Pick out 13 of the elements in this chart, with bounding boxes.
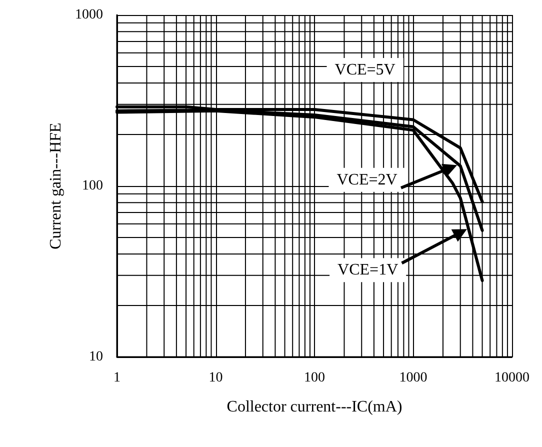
annotation: VCE=2V [336,171,398,188]
y-tick-label: 10 [89,350,103,364]
y-axis-title: Current gain---HFE [48,122,65,250]
x-axis-title: Collector current---IC(mA) [226,398,402,416]
x-tick-label: 1000 [399,370,428,386]
y-tick-label: 1000 [75,8,103,22]
x-tick-label: 1 [114,370,120,386]
x-tick-label: 10000 [494,370,530,386]
y-tick-label: 100 [82,178,103,194]
x-tick-label: 10 [208,370,223,386]
annotation: VCE=5V [334,62,396,79]
x-tick-label: 100 [304,370,325,386]
annotation: VCE=1V [338,262,399,279]
